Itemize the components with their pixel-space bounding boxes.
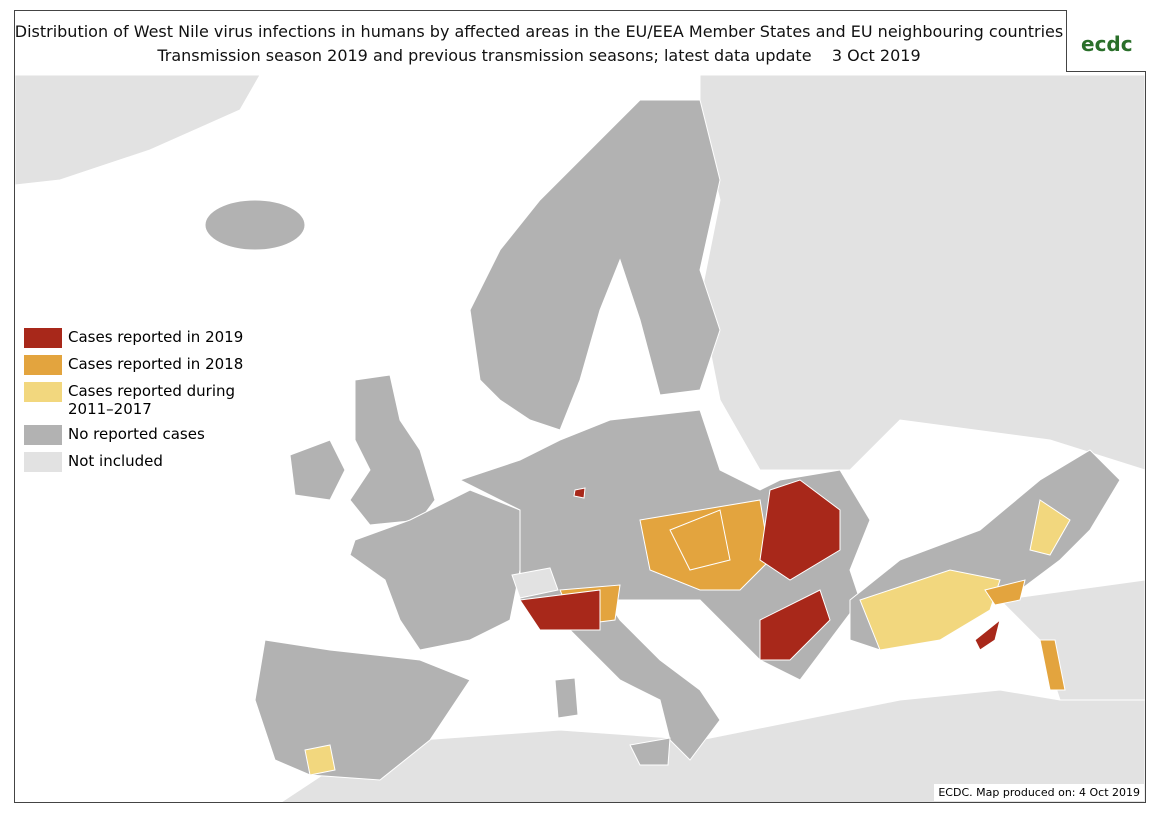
greece-cases [759, 589, 831, 661]
legend-item: No reported cases [24, 425, 254, 445]
ireland [289, 439, 346, 501]
footer: ECDC. Map produced on: 4 Oct 2019 [934, 784, 1144, 801]
iceland [204, 199, 306, 251]
legend-item: Not included [24, 452, 254, 472]
hungary-cases [669, 509, 731, 571]
italy [544, 589, 721, 761]
turkey-south-cases [984, 579, 1026, 606]
legend-swatch [24, 355, 62, 375]
legend-swatch [24, 425, 62, 445]
legend-item: Cases reported in 2019 [24, 328, 254, 348]
legend-swatch [24, 382, 62, 402]
legend-label: Cases reported in 2019 [68, 328, 244, 346]
portugal-cases [304, 744, 336, 776]
date: 3 Oct 2019 [831, 46, 921, 65]
romania-cases [759, 479, 841, 581]
legend-label: Cases reported during 2011–2017 [68, 382, 236, 418]
title-block: Distribution of West Nile virus infectio… [14, 20, 1064, 68]
legend-label: Cases reported in 2018 [68, 355, 244, 373]
frame [14, 10, 1146, 803]
title: Distribution of West Nile virus infectio… [14, 22, 1064, 41]
legend-swatch [24, 452, 62, 472]
germany-case [573, 487, 586, 499]
logo-text: ecdc [1081, 32, 1133, 56]
cyprus-cases [974, 618, 1001, 651]
subtitle-line: Transmission season 2019 and previous tr… [14, 44, 1064, 68]
legend-label: Not included [68, 452, 163, 470]
legend-item: Cases reported in 2018 [24, 355, 254, 375]
logo: ecdc [1066, 10, 1146, 72]
legend-label: No reported cases [68, 425, 205, 443]
scandinavia [469, 99, 721, 431]
greenland [14, 74, 261, 186]
middle-east [998, 579, 1146, 701]
israel-cases [1039, 639, 1066, 691]
legend-swatch [24, 328, 62, 348]
iberia [254, 639, 471, 781]
subtitle: Transmission season 2019 and previous tr… [157, 46, 812, 65]
legend-item: Cases reported during 2011–2017 [24, 382, 254, 418]
switzerland [511, 567, 559, 599]
sicily [629, 737, 671, 766]
turkey-east-cases [1029, 499, 1071, 556]
north-italy-cases [519, 589, 601, 631]
france [349, 489, 521, 651]
legend: Cases reported in 2019 Cases reported in … [24, 328, 254, 479]
turkey-west-cases [859, 569, 1001, 651]
sardinia [554, 677, 579, 719]
